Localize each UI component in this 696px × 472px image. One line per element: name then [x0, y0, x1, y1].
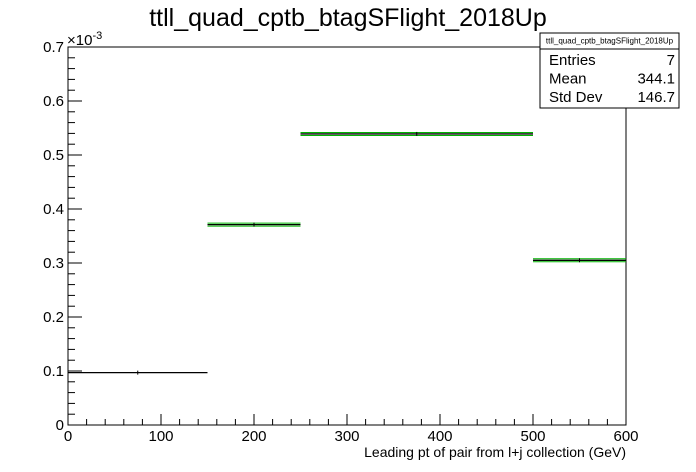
- x-axis: 0 100 200 300 400 500 600: [64, 414, 639, 445]
- y-tick-label: 0.3: [43, 255, 64, 272]
- histogram-bins: [68, 131, 626, 375]
- x-tick-label: 600: [613, 428, 638, 445]
- x-tick-label: 300: [334, 428, 359, 445]
- stats-label: Entries: [549, 52, 596, 69]
- stats-value: 344.1: [637, 71, 675, 88]
- y-tick-label: 0: [56, 417, 64, 434]
- y-tick-label: 0.2: [43, 309, 64, 326]
- stats-value: 7: [667, 52, 675, 69]
- stats-label: Mean: [549, 71, 587, 88]
- y-tick-label: 0.7: [43, 39, 64, 56]
- x-tick-label: 200: [241, 428, 266, 445]
- stats-label: Std Dev: [549, 89, 603, 106]
- y-axis: 0 0.1 0.2 0.3 0.4 0.5 0.6 0.7: [43, 39, 82, 434]
- x-axis-title: Leading pt of pair from l+j collection (…: [364, 444, 626, 460]
- x-tick-label: 100: [148, 428, 173, 445]
- x-tick-label: 400: [427, 428, 452, 445]
- stats-box-title: ttll_quad_cptb_btagSFlight_2018Up: [546, 37, 674, 46]
- y-exponent-label: ×10-3: [67, 30, 102, 49]
- x-tick-label: 0: [64, 428, 72, 445]
- stats-value: 146.7: [637, 89, 675, 106]
- y-tick-label: 0.6: [43, 93, 64, 110]
- x-tick-label: 500: [520, 428, 545, 445]
- y-tick-label: 0.1: [43, 363, 64, 380]
- chart-title: ttll_quad_cptb_btagSFlight_2018Up: [149, 4, 547, 32]
- stats-box: ttll_quad_cptb_btagSFlight_2018Up Entrie…: [539, 32, 680, 109]
- y-tick-label: 0.4: [43, 201, 64, 218]
- y-tick-label: 0.5: [43, 147, 64, 164]
